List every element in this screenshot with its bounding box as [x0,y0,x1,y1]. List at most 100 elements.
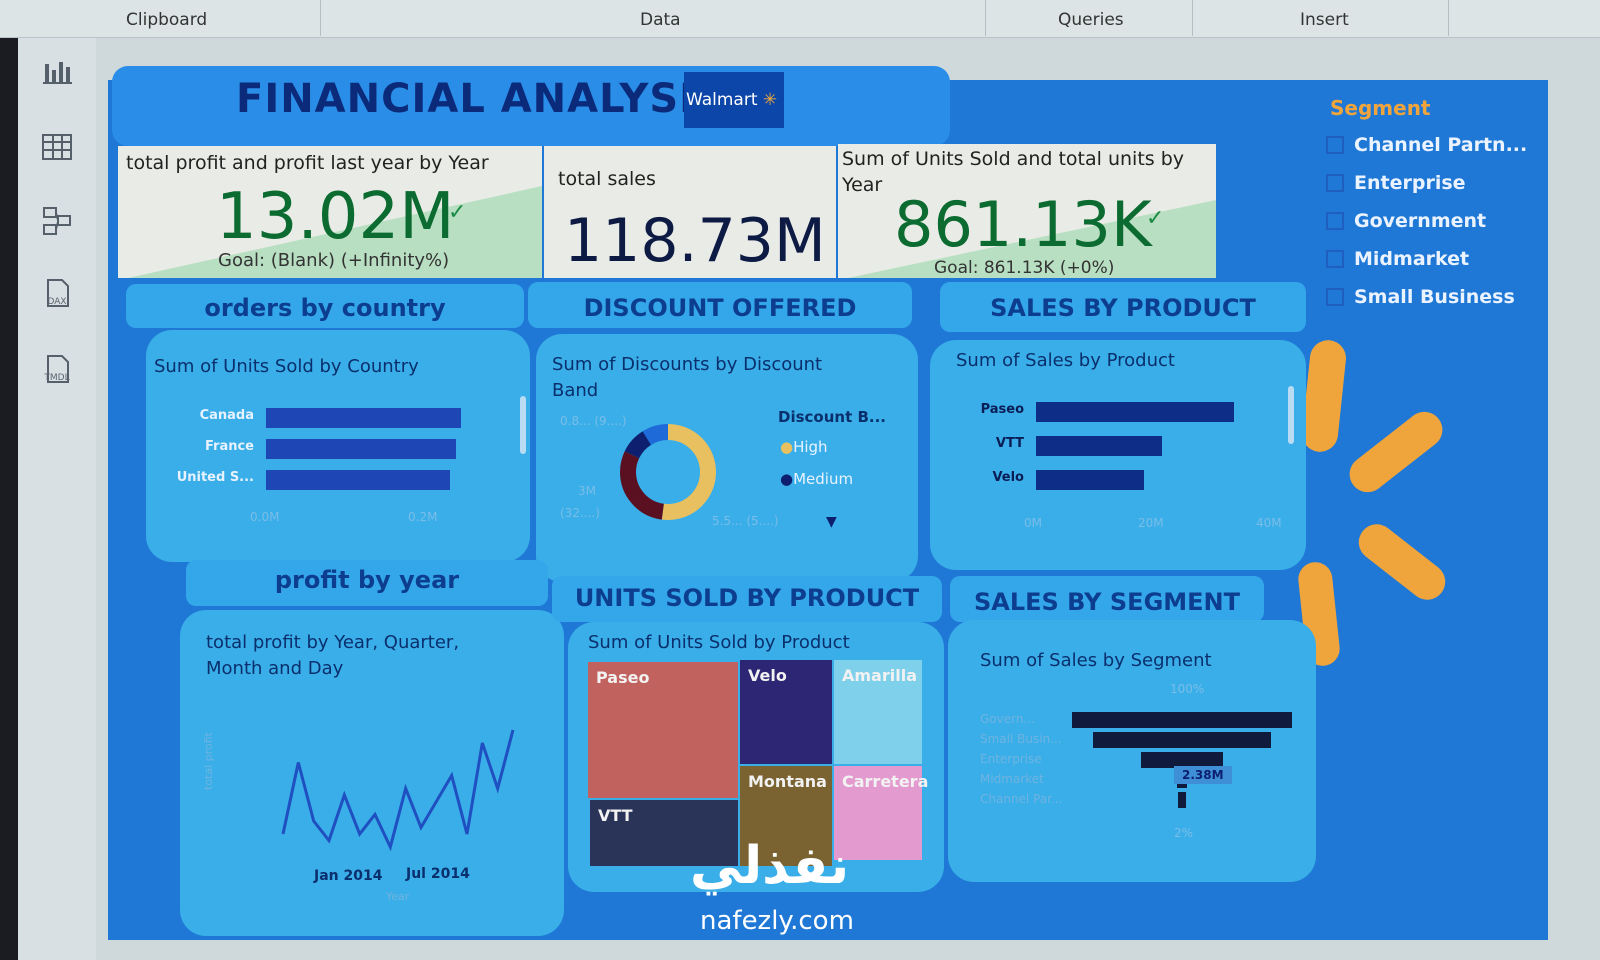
kpi-value: 13.02M [216,180,455,254]
walmart-logo: Walmart ✳ [684,72,784,128]
line-chart[interactable] [278,720,518,870]
kpi-goal: Goal: (Blank) (+Infinity%) [218,250,450,271]
chart-profit-by-year[interactable]: total profit by Year, Quarter, Month and… [180,610,564,936]
legend-item-high[interactable]: ●High [780,438,828,456]
header-units-sold-by-product: UNITS SOLD BY PRODUCT [552,576,942,622]
axis-tick: 20M [1138,516,1164,530]
checkbox[interactable] [1326,136,1344,154]
series-line[interactable] [281,729,515,852]
donut-chart[interactable] [616,420,720,524]
kpi-label: total profit and profit last year by Yea… [126,152,489,174]
checkbox[interactable] [1326,288,1344,306]
watermark-domain: nafezly.com [700,906,854,936]
ribbon-insert[interactable]: Insert [1300,10,1349,30]
y-axis-label: total profit [202,732,215,790]
segment-option-label: Small Business [1354,286,1515,308]
chart-subtitle: Sum of Discounts by Discount Band [552,354,823,401]
funnel-category-label: Govern... [980,712,1035,726]
bar-chart-icon[interactable] [40,54,74,88]
chart-orders-by-country[interactable]: Sum of Units Sold by Country Canada Franc… [146,330,530,562]
bar-label: France [204,439,254,454]
chart-sales-by-segment[interactable]: Sum of Sales by Segment 100% Govern... Sm… [948,620,1316,882]
ribbon-separator [1192,0,1193,36]
funnel-bar[interactable] [1072,712,1292,728]
legend-dot-icon: ● [780,438,794,456]
funnel-bottom-label: 2% [1174,826,1194,840]
legend-dot-icon: ● [780,470,794,488]
donut-label: 5.5... (5....) [712,514,779,528]
kpi-card-sales[interactable]: total sales 118.73M [544,146,836,278]
ribbon-data[interactable]: Data [640,10,681,30]
ribbon: Clipboard Data Queries Insert [0,0,1600,38]
ribbon-separator [320,0,321,36]
bar[interactable] [266,470,450,490]
segment-option[interactable]: Enterprise [1326,172,1466,194]
legend-label: Medium [793,470,854,488]
kpi-value: 118.73M [564,206,826,276]
checkbox[interactable] [1326,212,1344,230]
legend-item-medium[interactable]: ●Medium [780,470,853,488]
header-profit-by-year: profit by year [186,560,548,606]
funnel-bar[interactable] [1178,792,1186,808]
ribbon-separator [1448,0,1449,36]
kpi-label: total sales [558,168,656,190]
treemap-tile-velo[interactable]: Velo [740,660,832,764]
chart-units-sold-by-product[interactable]: Sum of Units Sold by Product Paseo Velo … [568,622,944,892]
check-icon: ✓ [1146,206,1165,231]
model-icon[interactable] [40,204,74,238]
kpi-trend-wedge [848,200,1216,278]
treemap-tile-paseo[interactable]: Paseo [588,662,738,798]
segment-option[interactable]: Government [1326,210,1486,232]
funnel-bar[interactable] [1092,732,1272,748]
donut-label: 0.8... (9....) [560,414,627,428]
table-icon[interactable] [40,130,74,164]
checkbox[interactable] [1326,174,1344,192]
scrollbar[interactable] [520,396,526,454]
segment-option[interactable]: Midmarket [1326,248,1469,270]
funnel-category-label: Channel Par... [980,792,1063,806]
bar[interactable] [1036,436,1162,456]
treemap-tile-carretera[interactable]: Carretera [834,766,928,860]
legend-label: High [793,438,828,456]
bar[interactable] [1036,402,1234,422]
chart-discount-offered[interactable]: Sum of Discounts by Discount Band 0.8...… [536,334,918,582]
kpi-value: 861.13K [894,188,1152,261]
kpi-card-profit[interactable]: total profit and profit last year by Yea… [118,146,542,278]
legend-title: Discount B... [778,408,886,426]
chart-sales-by-product[interactable]: Sum of Sales by Product Paseo VTT Velo 0M … [930,340,1306,570]
treemap-tile-montana[interactable]: Montana [740,766,832,866]
axis-tick: 0M [1024,516,1042,530]
bar[interactable] [1036,470,1144,490]
scrollbar[interactable] [1288,386,1294,444]
bar-label: United S... [176,470,254,485]
bar[interactable] [266,408,461,428]
funnel-bar[interactable] [1140,752,1224,768]
spark-icon: ✳ [762,90,778,110]
segment-option[interactable]: Small Business [1326,286,1515,308]
segment-option-label: Government [1354,210,1487,232]
header-sales-by-segment: SALES BY SEGMENT [950,576,1264,622]
title-banner [112,66,950,146]
legend-scroll-down-icon[interactable]: ▼ [826,514,837,530]
donut-slice[interactable] [620,424,716,520]
chart-subtitle: total profit by Year, Quarter, Month and… [206,632,460,679]
checkbox[interactable] [1326,250,1344,268]
chart-subtitle: Sum of Units Sold by Country [154,356,419,377]
funnel-top-label: 100% [1170,682,1205,696]
funnel-category-label: Enterprise [980,752,1042,766]
kpi-card-units[interactable]: Sum of Units Sold and total units by Yea… [838,144,1216,278]
x-axis-label: Year [386,890,410,903]
bar[interactable] [266,439,456,459]
segment-option[interactable]: Channel Partn... [1326,134,1527,156]
ribbon-clipboard[interactable]: Clipboard [126,10,208,30]
tmdl-icon[interactable]: TMDL [40,354,74,388]
header-discount-offered: DISCOUNT OFFERED [528,282,912,328]
watermark-arabic: نفذلي [690,836,850,896]
dax-icon[interactable]: DAX [40,278,74,312]
ribbon-queries[interactable]: Queries [1058,10,1124,30]
bar-label: Velo [992,470,1024,485]
donut-slice[interactable] [620,424,716,520]
treemap-tile-vtt[interactable]: VTT [590,800,738,866]
axis-tick: 0.2M [408,510,438,524]
treemap-tile-amarilla[interactable]: Amarilla [834,660,922,764]
